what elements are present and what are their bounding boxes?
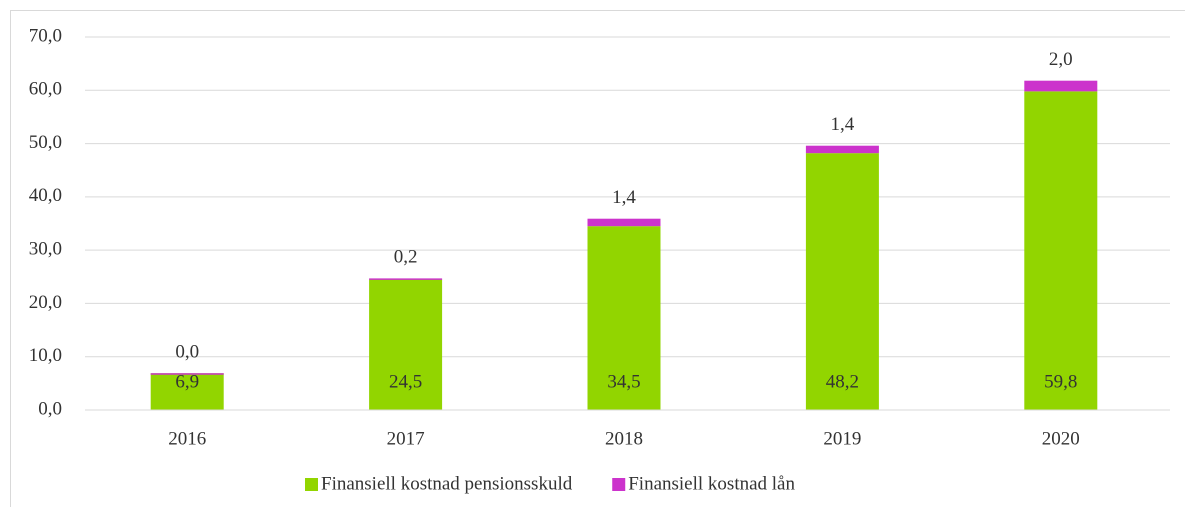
y-tick-label: 70,0: [29, 25, 62, 46]
chart-frame: [10, 10, 1185, 507]
x-tick-label: 2019: [823, 428, 861, 449]
bar-segment: [587, 226, 661, 410]
legend-label: Finansiell kostnad pensionsskuld: [321, 473, 573, 494]
bar-segment: [150, 373, 224, 375]
x-tick-label: 2020: [1042, 428, 1080, 449]
bar-segment: [805, 145, 879, 154]
data-label: 0,2: [394, 247, 418, 268]
legend-swatch: [305, 478, 318, 491]
data-label: 0,0: [175, 342, 199, 363]
data-label: 1,4: [831, 114, 855, 135]
bar-segment: [1024, 91, 1098, 410]
data-label: 34,5: [607, 371, 640, 392]
data-label: 2,0: [1049, 49, 1073, 70]
y-tick-label: 30,0: [29, 239, 62, 260]
y-tick-label: 60,0: [29, 79, 62, 100]
y-tick-label: 0,0: [38, 398, 62, 419]
data-label: 1,4: [612, 187, 636, 208]
legend-label: Finansiell kostnad lån: [628, 473, 795, 494]
y-tick-label: 40,0: [29, 185, 62, 206]
y-tick-label: 50,0: [29, 132, 62, 153]
x-tick-label: 2017: [387, 428, 425, 449]
bar-segment: [369, 278, 443, 280]
legend-swatch: [612, 478, 626, 491]
y-tick-label: 20,0: [29, 292, 62, 313]
data-label: 59,8: [1044, 371, 1077, 392]
bar-segment: [587, 218, 661, 227]
x-tick-label: 2016: [168, 428, 206, 449]
bar-segment: [805, 153, 879, 411]
y-tick-label: 10,0: [29, 345, 62, 366]
bar-segment: [150, 373, 224, 410]
bar-segment: [1024, 80, 1098, 92]
bar-segment: [369, 279, 443, 410]
data-label: 24,5: [389, 371, 422, 392]
data-label: 48,2: [826, 371, 859, 392]
data-label: 6,9: [175, 371, 199, 392]
x-tick-label: 2018: [605, 428, 643, 449]
